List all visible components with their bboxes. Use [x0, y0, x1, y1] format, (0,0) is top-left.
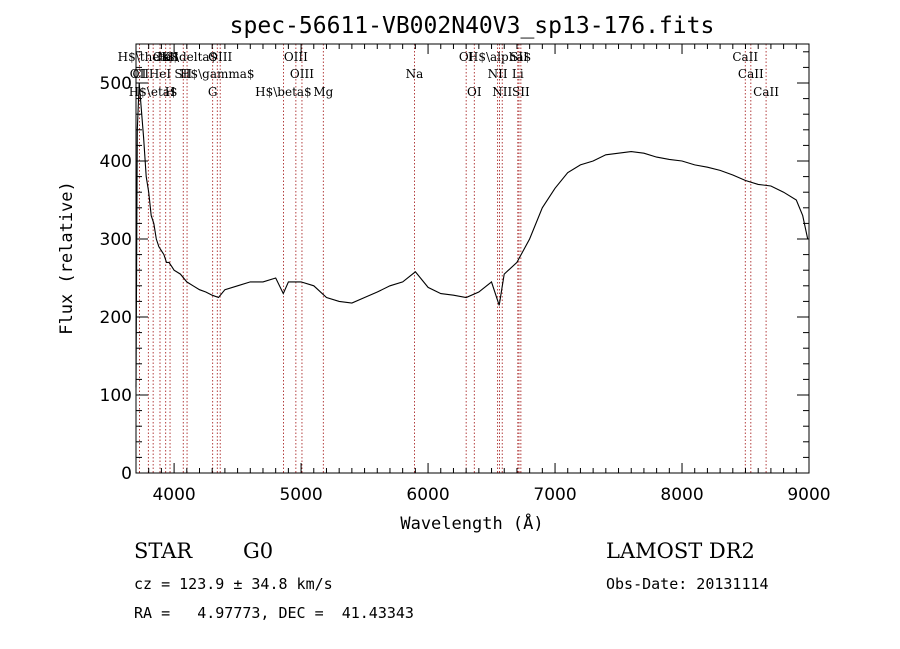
line-label: NII	[492, 85, 512, 99]
x-tick-label: 6000	[406, 485, 449, 505]
line-label: Mg	[313, 85, 333, 99]
spectral-line-markers	[139, 44, 767, 473]
line-label: H$\theta$	[118, 50, 179, 64]
line-label: CaII	[738, 67, 764, 81]
y-axis-label: Flux (relative)	[57, 181, 77, 335]
y-tick-label: 400	[100, 152, 132, 172]
y-tick-label: 300	[100, 230, 132, 250]
line-label: SII	[512, 85, 530, 99]
x-tick-label: 5000	[279, 485, 322, 505]
x-tick-label: 8000	[660, 485, 703, 505]
line-label: CaII	[753, 85, 779, 99]
y-tick-label: 0	[121, 464, 132, 484]
x-axis: 4000 5000 6000 7000 8000 9000	[148, 44, 831, 505]
x-tick-label: 7000	[533, 485, 576, 505]
object-class: STAR	[134, 539, 193, 563]
y-tick-label: 200	[100, 308, 132, 328]
chart-title: spec-56611-VB002N40V3_sp13-176.fits	[230, 13, 715, 39]
redshift-cz: cz = 123.9 ± 34.8 km/s	[134, 575, 333, 593]
line-label: CaII	[732, 50, 758, 64]
y-axis: 0 100 200 300 400 500	[100, 51, 809, 484]
line-label: Na	[406, 67, 424, 81]
observation-date: Obs-Date: 20131114	[606, 575, 769, 593]
y-tick-label: 500	[100, 74, 132, 94]
line-label: H$\eta$	[129, 85, 178, 99]
line-label: SII	[510, 50, 528, 64]
line-label: Li	[512, 67, 524, 81]
plot-frame	[135, 43, 810, 474]
x-tick-label: 9000	[787, 485, 830, 505]
line-label: G	[208, 85, 218, 99]
line-label: SII	[174, 67, 192, 81]
line-label: OIII	[290, 67, 314, 81]
line-label: H	[165, 85, 175, 99]
line-label: OI	[467, 85, 482, 99]
line-label: H$\alpha$	[468, 50, 531, 64]
y-tick-label: 100	[100, 386, 132, 406]
survey-name: LAMOST DR2	[606, 539, 755, 563]
x-axis-label: Wavelength (Å)	[400, 512, 543, 534]
line-label: NII	[488, 67, 508, 81]
object-subclass: G0	[243, 539, 274, 563]
line-label: K	[161, 50, 171, 64]
line-label: H$\beta$	[255, 85, 312, 99]
line-label: HeI	[149, 67, 172, 81]
line-label: OI	[459, 50, 474, 64]
line-label: CaII	[153, 50, 179, 64]
series-line	[135, 82, 809, 388]
line-label: H$\gamma$	[180, 67, 255, 81]
coordinates: RA = 4.97773, DEC = 41.43343	[134, 604, 414, 622]
line-label: OIII	[284, 50, 308, 64]
line-label: OIII	[208, 50, 232, 64]
line-label: OII	[130, 67, 150, 81]
line-label: H$\delta$	[157, 50, 217, 64]
x-tick-label: 4000	[152, 485, 195, 505]
